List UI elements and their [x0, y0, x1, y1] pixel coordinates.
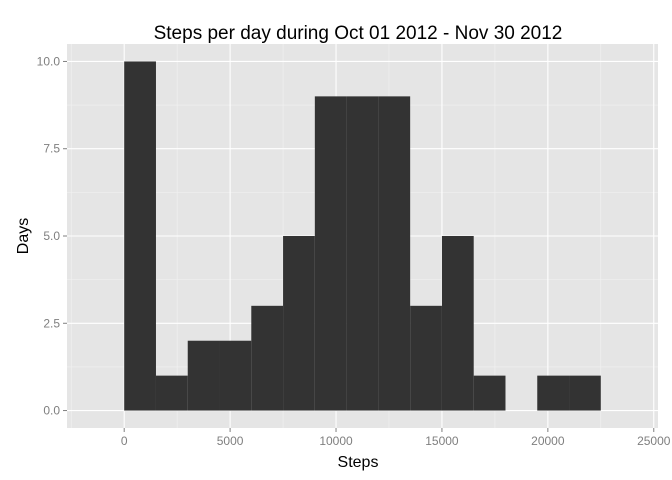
histogram-bar	[283, 236, 315, 411]
histogram-bar	[537, 375, 570, 411]
y-tick-label: 0.0	[43, 404, 60, 418]
y-axis-title: Days	[15, 218, 32, 254]
x-tick-label: 15000	[425, 434, 459, 448]
histogram-bar	[155, 375, 188, 411]
y-tick-label: 7.5	[43, 142, 60, 156]
chart-title: Steps per day during Oct 01 2012 - Nov 3…	[154, 23, 563, 44]
x-axis-ticks: 0 5000 10000 15000 20000 25000	[121, 428, 671, 448]
histogram-bar	[473, 375, 506, 411]
x-axis-title: Steps	[338, 454, 379, 471]
histogram-bar	[251, 305, 284, 411]
x-tick-label: 5000	[217, 434, 244, 448]
y-tick-label: 10.0	[37, 54, 61, 68]
histogram-bar	[314, 96, 347, 411]
y-tick-label: 2.5	[43, 316, 60, 330]
histogram-bar	[219, 340, 252, 411]
histogram-bar	[124, 61, 156, 411]
x-tick-label: 25000	[637, 434, 671, 448]
y-tick-label: 5.0	[43, 229, 60, 243]
histogram-bar	[569, 375, 601, 411]
histogram-bars	[124, 61, 601, 411]
histogram-bar	[187, 340, 220, 411]
y-axis-ticks: 0.0 2.5 5.0 7.5 10.0	[37, 54, 67, 418]
histogram-bar	[410, 305, 442, 411]
histogram-bar	[346, 96, 379, 411]
x-tick-label: 20000	[531, 434, 565, 448]
histogram-bar	[441, 236, 474, 411]
x-tick-label: 0	[121, 434, 128, 448]
histogram-bar	[378, 96, 411, 411]
x-tick-label: 10000	[319, 434, 353, 448]
